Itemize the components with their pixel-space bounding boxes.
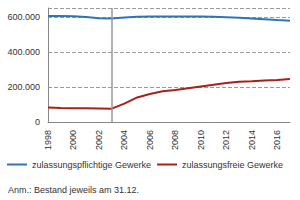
svg-text:600.000: 600.000 — [7, 12, 40, 22]
svg-text:2006: 2006 — [145, 130, 155, 150]
svg-text:400.000: 400.000 — [7, 47, 40, 57]
svg-text:zulassungspflichtige Gewerke: zulassungspflichtige Gewerke — [32, 160, 151, 170]
svg-text:2012: 2012 — [221, 130, 231, 150]
svg-text:2004: 2004 — [119, 130, 129, 150]
svg-text:2000: 2000 — [68, 130, 78, 150]
svg-text:1998: 1998 — [43, 130, 53, 150]
svg-text:Anm.: Bestand jeweils am 31.12: Anm.: Bestand jeweils am 31.12. — [8, 185, 139, 195]
svg-text:2016: 2016 — [272, 130, 282, 150]
svg-text:2010: 2010 — [196, 130, 206, 150]
svg-text:0: 0 — [35, 117, 40, 127]
svg-text:200.000: 200.000 — [7, 82, 40, 92]
svg-text:2014: 2014 — [247, 130, 257, 150]
svg-text:2002: 2002 — [94, 130, 104, 150]
svg-text:2008: 2008 — [170, 130, 180, 150]
svg-text:zulassungsfreie Gewerke: zulassungsfreie Gewerke — [182, 160, 283, 170]
